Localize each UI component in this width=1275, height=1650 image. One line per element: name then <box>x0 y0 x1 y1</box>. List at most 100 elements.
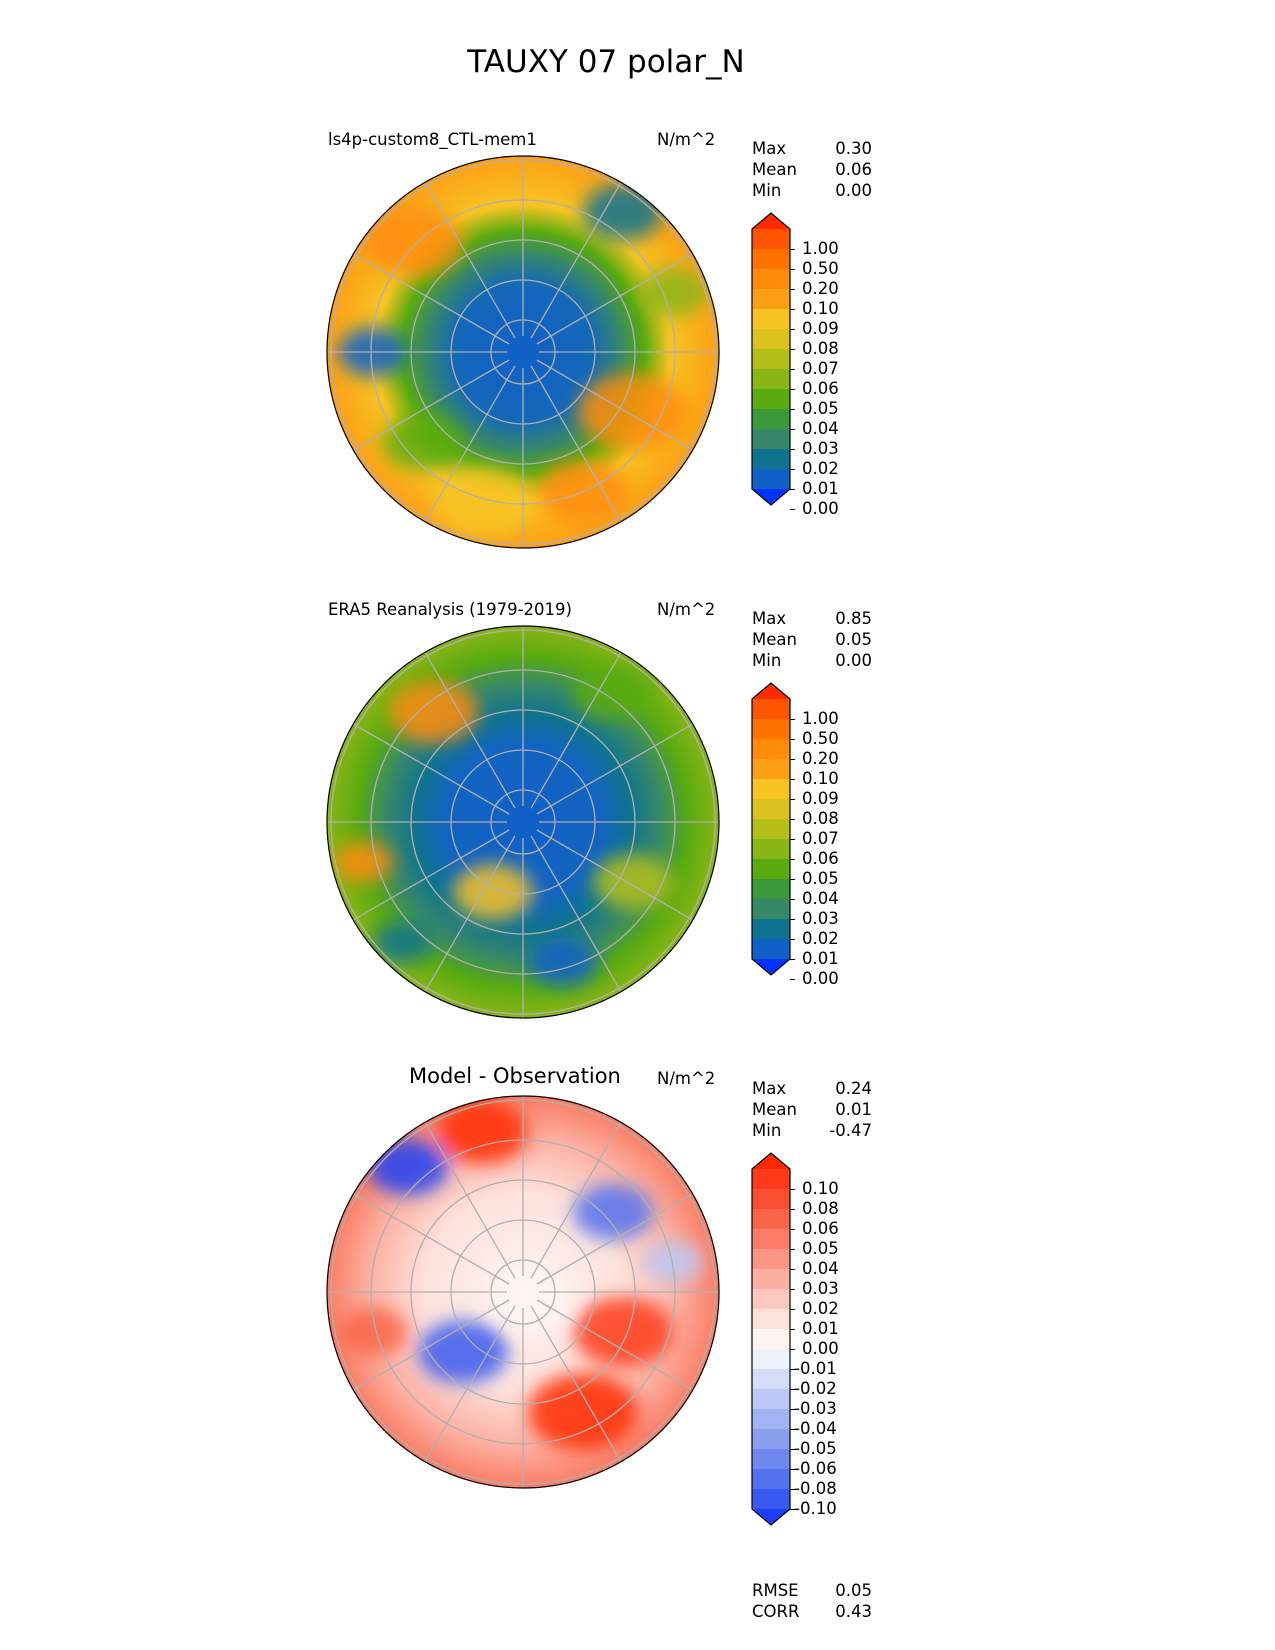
colorbar-2 <box>751 682 791 976</box>
longitude-line <box>536 253 694 345</box>
colorbar-bin <box>752 449 790 470</box>
colorbar-tick <box>790 1409 795 1410</box>
longitude-line <box>352 1299 510 1391</box>
colorbar-tick-label: 0.01 <box>802 1319 839 1338</box>
colorbar-tick-label: 0.08 <box>802 339 839 358</box>
longitude-line <box>424 1305 516 1463</box>
colorbar-tick <box>790 1269 795 1270</box>
map-boundary <box>326 625 720 1019</box>
colorbar-bin <box>752 839 790 860</box>
rmse-label: RMSE <box>752 1581 799 1600</box>
colorbar-tick <box>790 839 795 840</box>
colorbar-tick-label: 0.07 <box>802 829 839 848</box>
field-anomaly <box>388 680 478 744</box>
longitude-line <box>536 1193 694 1285</box>
colorbar-tick-label: 0.20 <box>802 279 839 298</box>
polar-map-2 <box>327 626 719 1018</box>
panel-1-title: ls4p-custom8_CTL-mem1 <box>328 130 537 149</box>
colorbar-tick-label: 0.50 <box>802 729 839 748</box>
colorbar-tick <box>790 1329 795 1330</box>
colorbar-tick <box>790 449 795 450</box>
colorbar-tick-label: 0.20 <box>802 749 839 768</box>
colorbar-tick-label: 0.04 <box>802 889 839 908</box>
longitude-line <box>424 835 516 993</box>
longitude-line <box>530 1121 622 1279</box>
panel-1-units: N/m^2 <box>657 130 716 149</box>
colorbar-tick <box>790 1369 795 1370</box>
colorbar-bin <box>752 919 790 940</box>
colorbar-tick-label: 0.05 <box>802 399 839 418</box>
colorbar-tick-label: 0.50 <box>802 259 839 278</box>
stat-label: Mean <box>752 1100 797 1119</box>
panel-3-units: N/m^2 <box>657 1069 716 1088</box>
colorbar-tick-label: 0.10 <box>802 769 839 788</box>
longitude-line <box>424 181 516 339</box>
longitude-line <box>536 723 694 815</box>
colorbar-bin <box>752 349 790 370</box>
longitude-line <box>352 359 510 451</box>
colorbar-bin <box>752 1153 790 1169</box>
colorbar-tick <box>790 489 795 490</box>
colorbar-tick <box>790 509 795 510</box>
colorbar-tick <box>790 249 795 250</box>
colorbar-tick-label: -0.10 <box>794 1499 837 1518</box>
stat-value: 0.01 <box>835 1100 872 1119</box>
colorbar-tick <box>790 1349 795 1350</box>
colorbar-bin <box>752 1429 790 1450</box>
colorbar-bin <box>752 269 790 290</box>
colorbar-bin <box>752 899 790 920</box>
panel-2-stats: Max 0.85 Mean 0.05 Min 0.00 <box>752 608 872 671</box>
stat-value: 0.85 <box>835 609 872 628</box>
colorbar-tick-label: -0.06 <box>794 1459 837 1478</box>
panel-2-units: N/m^2 <box>657 600 716 619</box>
colorbar-bin <box>752 429 790 450</box>
colorbar-3 <box>751 1152 791 1526</box>
colorbar-tick <box>790 899 795 900</box>
colorbar-tick <box>790 1429 795 1430</box>
panel-1-stats: Max 0.30 Mean 0.06 Min 0.00 <box>752 138 872 201</box>
colorbar-tick <box>790 1309 795 1310</box>
colorbar-tick <box>790 959 795 960</box>
longitude-line <box>352 253 510 345</box>
colorbar-tick-label: 0.02 <box>802 929 839 948</box>
colorbar-bin <box>752 699 790 720</box>
colorbar-tick <box>790 879 795 880</box>
colorbar-tick <box>790 759 795 760</box>
colorbar-tick-label: 0.04 <box>802 1259 839 1278</box>
colorbar-tick <box>790 799 795 800</box>
colorbar-tick-label: 0.07 <box>802 359 839 378</box>
field-anomaly <box>453 864 533 920</box>
colorbar-tick <box>790 719 795 720</box>
corr-value: 0.43 <box>835 1602 872 1621</box>
colorbar-tick <box>790 1389 795 1390</box>
field-anomaly <box>438 1100 528 1164</box>
longitude-line <box>424 1121 516 1279</box>
colorbar-bin <box>752 759 790 780</box>
colorbar-tick <box>790 1449 795 1450</box>
colorbar-bin <box>752 939 790 960</box>
colorbar-tick <box>790 919 795 920</box>
corr-label: CORR <box>752 1602 800 1621</box>
figure-title: TAUXY 07 polar_N <box>467 44 745 80</box>
field-anomaly <box>593 854 673 910</box>
field-anomaly <box>373 921 433 963</box>
colorbar-bin <box>752 1409 790 1430</box>
longitude-line <box>352 829 510 921</box>
field-anomaly <box>418 1320 508 1384</box>
colorbar-bin <box>752 1189 790 1210</box>
colorbar-bin <box>752 1169 790 1190</box>
colorbar-tick <box>790 859 795 860</box>
longitude-line <box>352 723 510 815</box>
stat-value: 0.00 <box>835 651 872 670</box>
colorbar-bin <box>752 1269 790 1290</box>
colorbar-tick-label: 0.09 <box>802 789 839 808</box>
colorbar-tick <box>790 289 795 290</box>
colorbar-tick-label: 1.00 <box>802 239 839 258</box>
colorbar-bin <box>752 719 790 740</box>
colorbar-tick <box>790 779 795 780</box>
stat-value: 0.06 <box>835 160 872 179</box>
colorbar-tick-label: -0.05 <box>794 1439 837 1458</box>
panel-3-title: Model - Observation <box>409 1064 621 1088</box>
colorbar-tick-label: 0.08 <box>802 1199 839 1218</box>
